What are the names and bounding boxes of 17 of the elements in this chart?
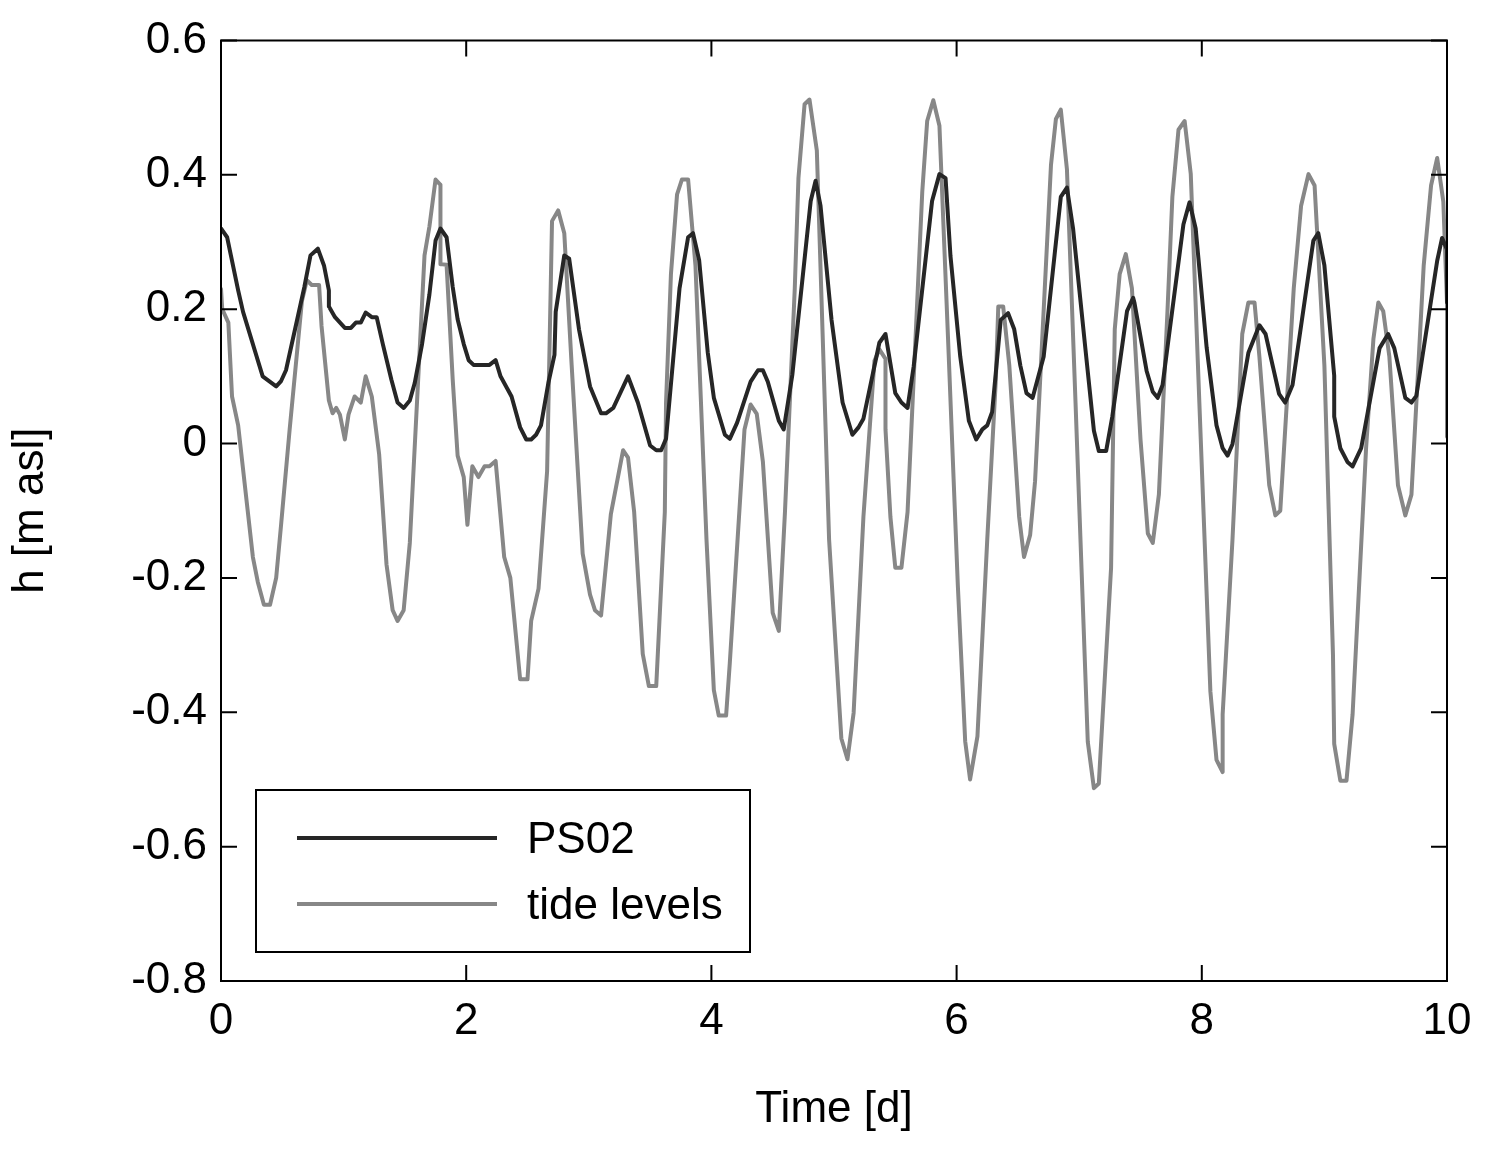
y-tick-label: 0	[182, 415, 207, 465]
x-axis-title: Time [d]	[755, 1081, 913, 1131]
x-tick-label: 2	[453, 993, 479, 1043]
legend-label: tide levels	[527, 879, 723, 929]
y-tick-label: -0.6	[131, 818, 207, 868]
y-tick-label: 0.4	[145, 146, 207, 196]
x-tick-label: 8	[1189, 993, 1215, 1043]
y-axis-title: h [m asl]	[2, 427, 52, 594]
x-tick-label: 10	[1422, 993, 1472, 1043]
x-tick-label: 6	[944, 993, 969, 1043]
legend-label: PS02	[527, 813, 635, 863]
y-tick-label: -0.2	[131, 550, 207, 600]
y-tick-label: 0.2	[145, 281, 207, 331]
y-tick-label: 0.6	[145, 12, 207, 62]
y-tick-label: -0.8	[131, 953, 207, 1003]
x-tick-label: 4	[699, 993, 724, 1043]
y-tick-label: -0.4	[131, 684, 207, 734]
